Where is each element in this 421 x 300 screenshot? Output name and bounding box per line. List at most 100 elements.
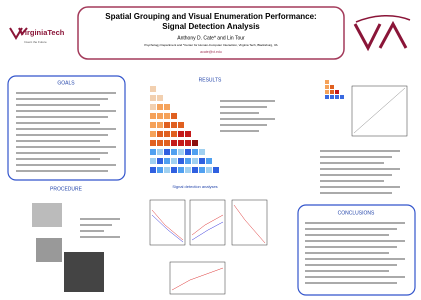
text-line — [16, 104, 100, 106]
heatmap-cell — [330, 90, 334, 94]
text-line — [320, 192, 392, 194]
heatmap-cell — [157, 149, 163, 155]
heatmap-cell — [192, 158, 198, 164]
poster-canvas: Spatial Grouping and Visual Enumeration … — [0, 0, 421, 300]
heatmap-cell — [171, 131, 177, 137]
heatmap-cell — [157, 104, 163, 110]
text-line — [320, 168, 400, 170]
authors: Anthony D. Cate* and Lin Tour — [177, 35, 245, 41]
vt-logo: VirginiaTech Invent the Future — [10, 28, 65, 44]
text-line — [80, 230, 104, 232]
text-line — [320, 150, 400, 152]
text-line — [305, 258, 405, 260]
text-line — [16, 116, 108, 118]
heatmap-cell — [171, 167, 177, 173]
heatmap-cell — [157, 113, 163, 119]
text-line — [305, 282, 397, 284]
heatmap-cell — [199, 167, 205, 173]
heatmap-cell — [192, 140, 198, 146]
logo-tagline: Invent the Future — [24, 40, 47, 44]
heatmap-cell — [178, 158, 184, 164]
text-line — [16, 98, 108, 100]
stimulus-image — [32, 203, 62, 227]
title: Signal Detection Analysis — [162, 22, 260, 31]
text-line — [305, 246, 397, 248]
heatmap-cell — [178, 167, 184, 173]
text-line — [16, 158, 100, 160]
heatmap-cell — [164, 140, 170, 146]
section-heading: PROCEDURE — [50, 186, 83, 192]
heatmap-cell — [213, 167, 219, 173]
text-line — [16, 110, 116, 112]
heatmap-cell — [335, 90, 339, 94]
heatmap-cell — [150, 131, 156, 137]
heatmap-cell — [150, 95, 156, 101]
heatmap-cell — [157, 158, 163, 164]
heatmap-cell — [164, 122, 170, 128]
heatmap-cell — [185, 167, 191, 173]
heatmap-cell — [330, 95, 334, 99]
text-line — [220, 130, 259, 132]
text-line — [220, 106, 267, 108]
heatmap-cell — [150, 140, 156, 146]
text-line — [305, 276, 405, 278]
text-line — [80, 236, 120, 238]
text-line — [305, 270, 389, 272]
email: acate@vt.edu — [200, 50, 222, 54]
text-line — [220, 118, 275, 120]
section-heading: RESULTS — [199, 77, 222, 83]
logo-text: VirginiaTech — [20, 28, 65, 37]
heatmap-cell — [150, 167, 156, 173]
heatmap-cell — [335, 95, 339, 99]
text-line — [80, 218, 120, 220]
text-line — [305, 228, 397, 230]
text-line — [16, 128, 116, 130]
section-heading: GOALS — [57, 80, 75, 86]
section-heading: CONCLUSIONS — [338, 210, 375, 216]
text-line — [320, 180, 384, 182]
text-line — [305, 240, 405, 242]
heatmap-cell — [157, 131, 163, 137]
heatmap-cell — [171, 113, 177, 119]
text-line — [305, 264, 397, 266]
heatmap-cell — [164, 167, 170, 173]
text-line — [16, 164, 116, 166]
heatmap-cell — [192, 149, 198, 155]
heatmap-cell — [157, 140, 163, 146]
lab-logo — [355, 16, 410, 48]
text-line — [320, 162, 384, 164]
text-line — [80, 224, 112, 226]
heatmap-cell — [164, 104, 170, 110]
heatmap-cell — [178, 140, 184, 146]
stimulus-image — [36, 238, 62, 262]
heatmap-cell — [150, 158, 156, 164]
heatmap-cell — [157, 122, 163, 128]
text-line — [220, 100, 275, 102]
heatmap-cell — [206, 158, 212, 164]
heatmap-cell — [150, 122, 156, 128]
text-line — [220, 124, 267, 126]
text-line — [320, 186, 400, 188]
heatmap-cell — [185, 158, 191, 164]
heatmap-cell — [330, 85, 334, 89]
heatmap-cell — [157, 167, 163, 173]
text-line — [305, 234, 389, 236]
heatmap-cell — [325, 85, 329, 89]
heatmap-cell — [199, 149, 205, 155]
heatmap-cell — [164, 158, 170, 164]
text-line — [16, 146, 116, 148]
heatmap-cell — [185, 149, 191, 155]
heatmap-cell — [185, 140, 191, 146]
heatmap-cell — [199, 158, 205, 164]
heatmap-cell — [157, 95, 163, 101]
heatmap-cell — [178, 131, 184, 137]
mask-image — [64, 252, 104, 292]
heatmap-cell — [150, 149, 156, 155]
heatmap-cell — [164, 131, 170, 137]
text-line — [320, 156, 392, 158]
text-line — [305, 222, 405, 224]
text-line — [305, 252, 389, 254]
text-line — [320, 174, 392, 176]
heatmap-cell — [192, 167, 198, 173]
title: Spatial Grouping and Visual Enumeration … — [105, 12, 316, 21]
